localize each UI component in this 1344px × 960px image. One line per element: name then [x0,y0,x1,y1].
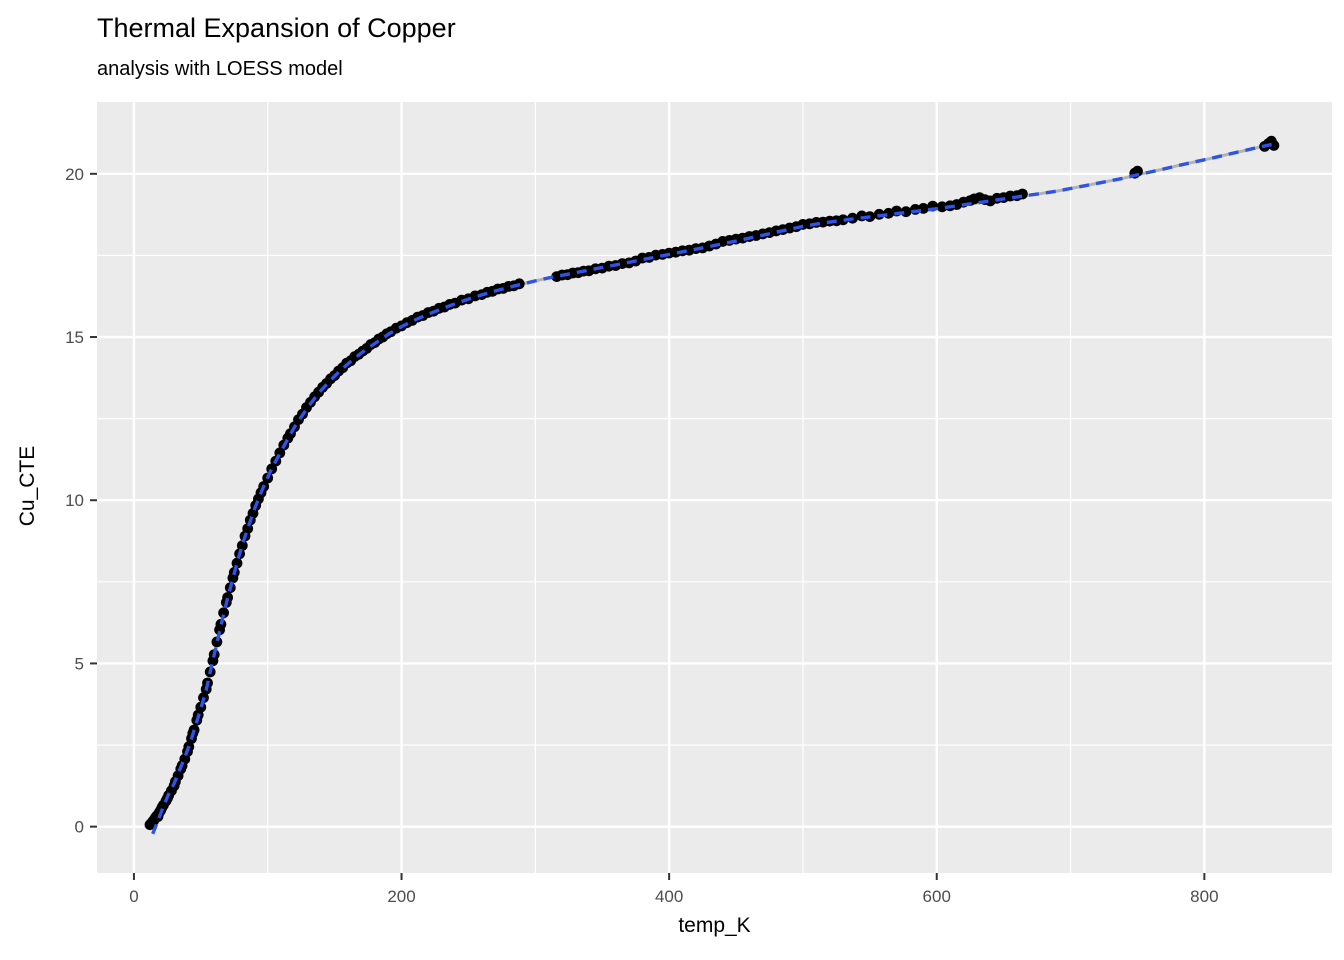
data-point [222,592,234,603]
data-point [936,201,948,213]
panel-background [97,102,1332,873]
chart-title: Thermal Expansion of Copper [97,13,456,43]
y-tick-label: 0 [75,818,84,837]
data-point [1268,140,1280,151]
y-tick-label: 5 [75,654,84,673]
x-axis-title: temp_K [678,914,751,937]
data-point [211,636,223,648]
x-tick-label: 200 [387,887,415,906]
data-point [231,557,243,569]
y-tick-label: 10 [65,491,84,510]
loess-dashed-line [151,142,1275,835]
y-tick-label: 20 [65,165,84,184]
y-tick-label: 15 [65,328,84,347]
x-tick-label: 800 [1190,887,1218,906]
x-tick-label: 0 [129,887,138,906]
x-tick-label: 400 [655,887,683,906]
data-point [236,540,248,551]
chart-subtitle: analysis with LOESS model [97,58,343,80]
x-tick-label: 600 [923,887,951,906]
data-point [218,607,230,619]
data-point [837,214,849,226]
y-axis-title: Cu_CTE [16,445,39,527]
